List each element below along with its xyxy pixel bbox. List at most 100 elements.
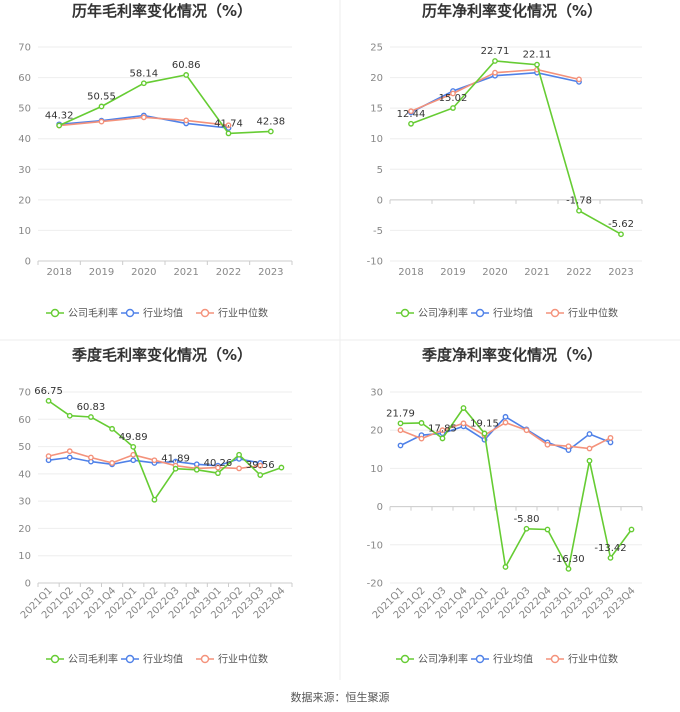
data-label: 42.38 [257,116,286,127]
data-point-industry_median [98,118,105,125]
x-tick-label: 2022 [216,267,241,278]
data-point-industry_median [183,117,190,124]
y-tick-label: 50 [18,442,31,453]
y-tick-label: 40 [18,134,31,145]
data-point-industry_median [460,420,467,427]
data-label: 15.02 [439,93,468,104]
data-label: 40.26 [204,458,233,469]
data-point-industry_median [45,453,52,460]
legend-label-industry_median[interactable]: 行业中位数 [218,653,268,666]
data-label: -16.30 [552,554,584,565]
data-point-industry_median [439,427,446,434]
data-point-industry_median [576,76,582,83]
y-tick-label: 15 [370,104,383,115]
y-tick-label: 10 [18,551,31,562]
legend-label-industry_avg[interactable]: 行业均值 [493,653,533,666]
data-label: 50.55 [87,91,116,102]
legend-marker-industry_median [200,308,210,318]
y-tick-label: 70 [18,388,31,399]
data-point-company [628,526,635,533]
y-tick-label: 30 [18,165,31,176]
data-point-company [460,405,467,411]
legend-marker-company [50,308,60,318]
data-point-industry_median [225,122,232,129]
data-point-industry_median [502,419,509,426]
legend-marker-company [50,654,60,664]
data-point-industry_median [151,457,158,464]
y-tick-label: 0 [377,502,383,513]
data-point-industry_median [450,90,456,97]
chart-title: 季度净利率变化情况（%） [422,346,602,364]
data-point-industry_median [607,434,614,441]
y-tick-label: 70 [18,43,31,54]
data-label: 44.32 [45,111,74,122]
data-point-industry_median [418,435,425,442]
legend-label-industry_median[interactable]: 行业中位数 [218,307,268,320]
data-point-industry_median [408,108,414,115]
data-point-company [257,472,264,478]
data-point-company [397,420,404,427]
y-tick-label: 25 [370,43,383,54]
legend-marker-industry_avg [475,308,485,318]
chart-4: 季度净利率变化情况（%）-20-1001020302021Q12021Q2202… [367,346,643,666]
x-tick-label: 2021 [524,267,549,278]
data-point-industry_median [66,448,73,455]
legend-marker-industry_median [200,654,210,664]
y-tick-label: 20 [370,426,383,437]
legend-label-industry_avg[interactable]: 行业均值 [143,653,183,666]
y-tick-label: -10 [367,540,383,551]
data-label: 60.83 [77,402,106,413]
y-tick-label: 5 [377,165,383,176]
y-tick-label: 60 [18,73,31,84]
data-point-industry_median [130,451,137,458]
y-tick-label: 20 [370,73,383,84]
y-tick-label: 60 [18,415,31,426]
legend-label-industry_avg[interactable]: 行业均值 [143,307,183,320]
data-label: 58.14 [130,68,159,79]
y-tick-label: 20 [18,524,31,535]
chart-title: 历年毛利率变化情况（%） [72,2,252,20]
legend-marker-industry_median [550,308,560,318]
data-label: 41.89 [161,454,190,465]
data-point-industry_avg [607,439,614,446]
data-point-company [278,464,285,471]
y-tick-label: 40 [18,469,31,480]
data-label: 22.71 [481,46,510,57]
data-point-company [565,565,572,572]
data-point-company [215,470,221,477]
data-label: 49.89 [119,432,148,443]
data-label: 41.74 [214,118,243,129]
data-point-company [151,496,158,503]
x-tick-label: 2022 [566,267,591,278]
data-point-industry_median [544,441,551,448]
y-tick-label: 30 [18,497,31,508]
data-point-industry_median [565,443,572,450]
legend-label-industry_avg[interactable]: 行业均值 [493,307,533,320]
data-point-company [450,105,456,111]
legend-label-company[interactable]: 公司净利率 [418,653,468,666]
legend-label-industry_median[interactable]: 行业中位数 [568,653,618,666]
data-point-company [193,466,200,473]
legend-label-industry_median[interactable]: 行业中位数 [568,307,618,320]
legend-label-company[interactable]: 公司毛利率 [68,307,118,320]
data-label: 12.44 [397,109,426,120]
legend-label-company[interactable]: 公司毛利率 [68,653,118,666]
data-point-industry_median [397,427,404,434]
data-point-industry_median [109,460,115,466]
data-point-company [172,465,179,472]
data-point-industry_median [215,464,221,471]
x-tick-label: 2020 [482,267,507,278]
data-point-industry_median [88,454,94,461]
data-point-company [88,414,94,420]
data-point-company [408,120,414,127]
data-label: 66.75 [34,386,63,397]
data-point-company [225,130,232,137]
data-point-company [130,443,137,450]
y-tick-label: 10 [370,464,383,475]
legend-marker-industry_avg [475,654,485,664]
legend-label-company[interactable]: 公司净利率 [418,307,468,320]
data-point-company [544,526,551,533]
data-point-company [236,451,242,458]
data-label: 22.11 [523,50,552,61]
